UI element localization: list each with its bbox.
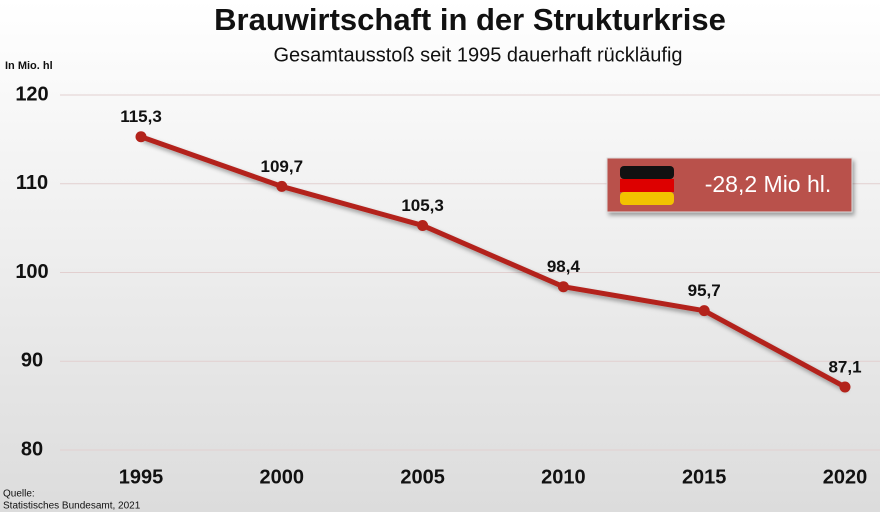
data-label: 95,7	[688, 281, 721, 300]
x-tick-label: 2010	[541, 466, 586, 488]
point	[698, 305, 710, 317]
y-tick-label: 100	[15, 261, 48, 283]
source: Statistisches Bundesamt, 2021	[3, 501, 141, 512]
data-label: 109,7	[261, 157, 304, 176]
x-tick-label: 1995	[119, 466, 164, 488]
chart-subtitle: Gesamtausstoß seit 1995 dauerhaft rücklä…	[273, 44, 682, 66]
x-tick-label: 2015	[682, 466, 727, 488]
chart-title: Brauwirtschaft in der Strukturkrise	[214, 2, 726, 37]
y-tick-label: 90	[21, 350, 43, 372]
point	[135, 131, 147, 143]
point	[557, 281, 569, 293]
x-tick-label: 2020	[823, 466, 868, 488]
source: Quelle:	[3, 489, 35, 500]
line	[140, 134, 847, 390]
annotation: -28,2 Mio hl.	[705, 171, 832, 197]
point	[276, 180, 288, 192]
x-tick-label: 2000	[260, 466, 305, 488]
y-tick-label: 110	[16, 172, 48, 194]
y-axis-label: In Mio. hl	[5, 60, 53, 72]
point	[839, 381, 851, 393]
flag-icon	[620, 166, 674, 205]
y-tick-label: 80	[21, 438, 43, 460]
point	[417, 219, 429, 231]
data-label: 115,3	[120, 107, 162, 126]
y-tick-label: 120	[15, 83, 48, 105]
x-tick-label: 2005	[400, 466, 445, 488]
data-label: 87,1	[828, 357, 861, 376]
data-label: 98,4	[547, 257, 581, 276]
data-label: 105,3	[401, 196, 444, 215]
